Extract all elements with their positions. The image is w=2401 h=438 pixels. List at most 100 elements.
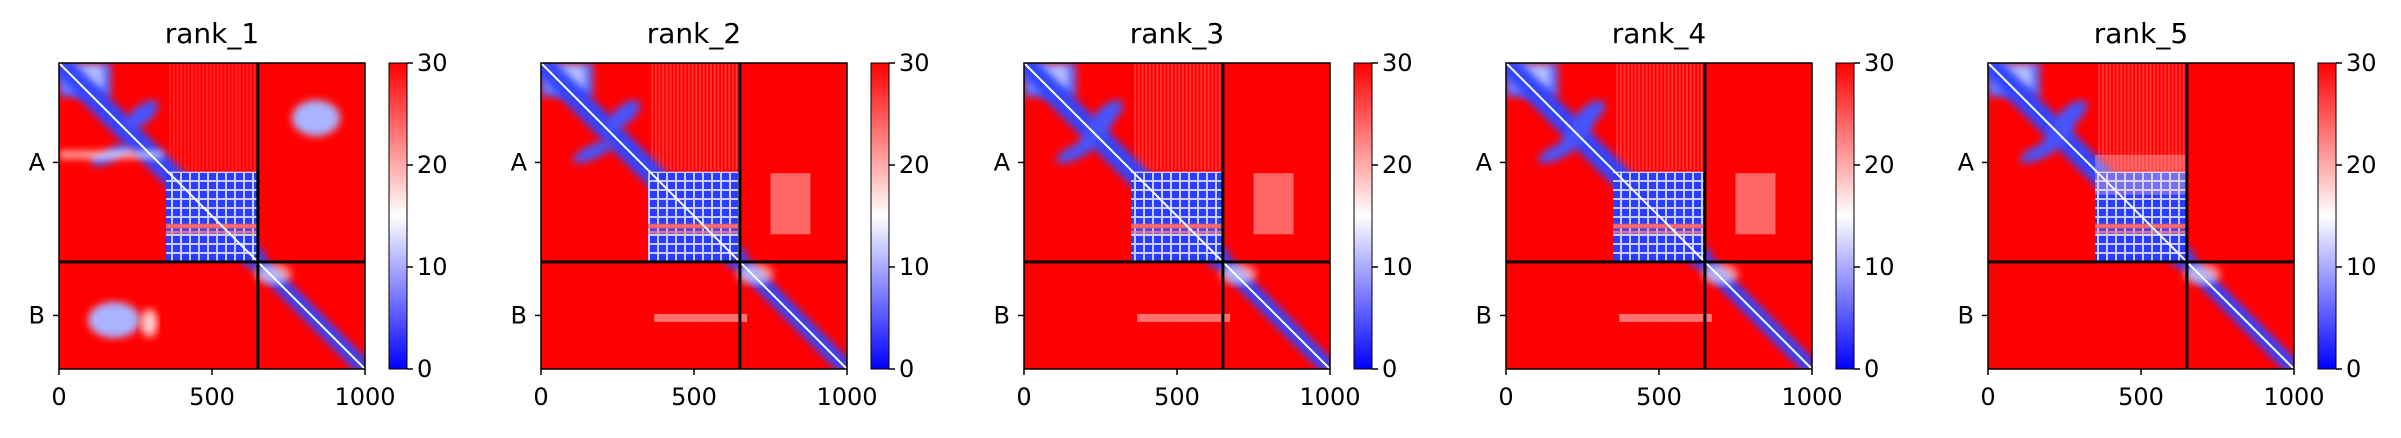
heatmap-stripe (191, 63, 194, 171)
heatmap-stripe (698, 63, 701, 171)
heatmap-stripe (1174, 63, 1177, 171)
offdiag-stripe (709, 313, 734, 322)
heatmap-stripe (2167, 63, 2170, 171)
heatmap-stripe (1656, 63, 1659, 171)
heatmap-stripe (216, 63, 219, 171)
heatmap-image (1506, 63, 1812, 369)
offdiag-blob-ab (292, 100, 341, 137)
heatmap-stripe (2149, 63, 2152, 171)
heatmap-stripe (2153, 63, 2156, 171)
heatmap-stripe (735, 63, 738, 171)
wing-lower (572, 140, 614, 163)
wing-upper (607, 100, 640, 130)
offdiag-stripe (1206, 313, 1231, 322)
colorbar-tick-label: 30 (2346, 49, 2377, 77)
colorbar-tick-label: 20 (417, 151, 448, 179)
colorbar-tick-label: 10 (899, 253, 930, 281)
y-tick-label: A (994, 148, 1011, 176)
y-tick-label: B (29, 301, 45, 329)
heatmap-stripe (665, 63, 668, 171)
colorbar-tick-label: 0 (1382, 355, 1397, 383)
heatmap-stripe (1178, 63, 1181, 171)
heatmap-stripe (2138, 63, 2141, 171)
heatmap-central-block (1130, 169, 1224, 263)
central-block-redline2 (1613, 230, 1705, 234)
heatmap-stripes (651, 63, 738, 171)
heatmap-stripe (172, 63, 175, 171)
central-block-diagonal (647, 169, 741, 263)
heatmap-stripe (1641, 63, 1644, 171)
heatmap-stripe (1693, 63, 1696, 171)
colorbar-tick-label: 30 (1864, 49, 1895, 77)
x-tick-label: 1000 (334, 383, 395, 411)
heatmap-stripe (1685, 63, 1688, 171)
offdiag-stripe-vert (770, 173, 811, 235)
heatmap-stripe (202, 63, 205, 171)
heatmap-panel: rank_1 0 500 1000 A B 0 10 20 30 (29, 17, 448, 411)
colorbar-frame (1353, 62, 1373, 370)
heatmap-stripe (1200, 63, 1203, 171)
central-block-redline (1613, 223, 1705, 229)
heatmap-stripe (2178, 63, 2181, 171)
heatmap-stripe (249, 63, 252, 171)
heatmap-stripe (1211, 63, 1214, 171)
wing-upper (125, 100, 158, 130)
colorbar (389, 63, 407, 369)
chain-b-shoulder (255, 264, 292, 285)
heatmap-stripe (1623, 63, 1626, 171)
offdiag-stripe (1192, 313, 1217, 322)
heatmap-stripe (662, 63, 665, 171)
heatmap-stripe (2098, 63, 2101, 171)
colorbar-tick-label: 20 (1864, 151, 1895, 179)
colorbar-frame (388, 62, 408, 370)
heatmap-central-block (2094, 169, 2188, 263)
central-block-redline2 (166, 230, 258, 234)
y-tick-label: B (1958, 301, 1974, 329)
heatmap-stripe (2116, 63, 2119, 171)
heatmap-stripe (180, 63, 183, 171)
colorbar-tick-label: 0 (2346, 355, 2361, 383)
diagonal-line-a (1506, 63, 1614, 171)
colorbar-tick-label: 20 (899, 151, 930, 179)
diagonal-line-a (1024, 63, 1132, 171)
colorbar-tick-label: 0 (899, 355, 914, 383)
offdiag-stripe (1660, 313, 1685, 322)
heatmap-stripe (651, 63, 654, 171)
heatmap-stripe (1645, 63, 1648, 171)
offdiag-stripe (1164, 313, 1189, 322)
colorbar (871, 63, 889, 369)
heatmap-stripe (2123, 63, 2126, 171)
heatmap-stripe (1207, 63, 1210, 171)
heatmap-stripe (242, 63, 245, 171)
x-tick-label: 0 (51, 383, 66, 411)
colorbar-frame (2317, 62, 2337, 370)
chain-b-shoulder (2184, 264, 2221, 285)
diagonal-line-a (1988, 63, 2096, 171)
heatmap-stripe (246, 63, 249, 171)
heatmap-stripe (695, 63, 698, 171)
heatmap-stripe (1196, 63, 1199, 171)
heatmap-stripe (1700, 63, 1703, 171)
heatmap-stripe (1671, 63, 1674, 171)
panel-title: rank_4 (1612, 17, 1706, 50)
heatmap-stripe (1181, 63, 1184, 171)
heatmap-stripe (1218, 63, 1221, 171)
heatmap-stripe (2145, 63, 2148, 171)
x-tick-label: 500 (671, 383, 717, 411)
y-tick-label: A (1476, 148, 1493, 176)
wing-line (59, 151, 164, 158)
heatmap-stripe (1616, 63, 1619, 171)
colorbar-tick-label: 0 (1864, 355, 1879, 383)
offdiag-stripe (695, 313, 720, 322)
offdiag-stripe (723, 313, 748, 322)
heatmap-stripe (684, 63, 687, 171)
x-tick-label: 500 (189, 383, 235, 411)
colorbar-tick-label: 10 (1382, 253, 1413, 281)
heatmap-stripes (2098, 63, 2185, 171)
chain-b-shoulder (1220, 264, 1257, 285)
heatmap-stripe (702, 63, 705, 171)
offdiag-stripe (1619, 313, 1644, 322)
heatmap-stripes (169, 63, 256, 171)
y-tick-label: A (1958, 148, 1975, 176)
heatmap-stripe (1167, 63, 1170, 171)
